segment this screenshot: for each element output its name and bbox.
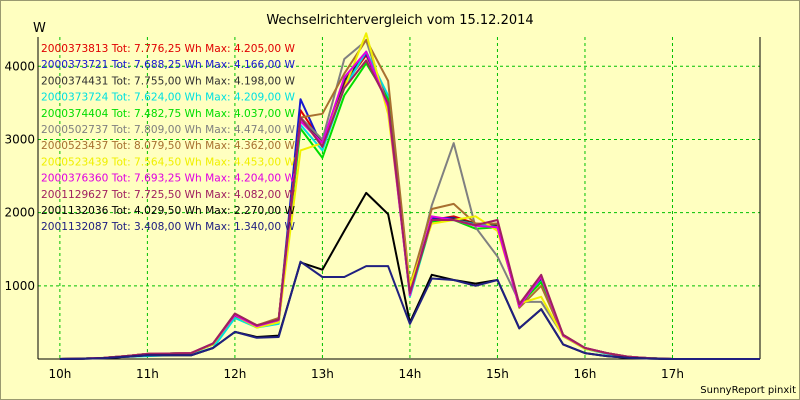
x-tick-label: 13h bbox=[311, 367, 334, 381]
legend-entry-2000376360: 2000376360 Tot: 7.693,25 Wh Max: 4.204,0… bbox=[41, 173, 295, 185]
x-tick-label: 10h bbox=[48, 367, 71, 381]
legend-entry-2000373724: 2000373724 Tot: 7.624,00 Wh Max: 4.209,0… bbox=[41, 92, 295, 104]
x-tick-label: 16h bbox=[574, 367, 597, 381]
legend-entry-2000374404: 2000374404 Tot: 7.482,75 Wh Max: 4.037,0… bbox=[41, 108, 295, 120]
y-tick-label: 2000 bbox=[4, 206, 35, 220]
legend: 2000373813 Tot: 7.776,25 Wh Max: 4.205,0… bbox=[41, 43, 295, 233]
series-line-2001132087 bbox=[59, 260, 760, 360]
legend-entry-2000373721: 2000373721 Tot: 7.688,25 Wh Max: 4.166,0… bbox=[41, 59, 295, 71]
x-tick-label: 11h bbox=[136, 367, 159, 381]
legend-entry-2000374431: 2000374431 Tot: 7.755,00 Wh Max: 4.198,0… bbox=[41, 75, 295, 87]
legend-entry-2000523439: 2000523439 Tot: 7.564,50 Wh Max: 4.453,0… bbox=[41, 156, 295, 168]
x-tick-label: 14h bbox=[399, 367, 422, 381]
x-tick-label: 15h bbox=[486, 367, 509, 381]
y-tick-label: 3000 bbox=[4, 132, 35, 146]
series-lines bbox=[59, 32, 760, 360]
y-axis-label: W bbox=[33, 21, 46, 36]
x-tick-label: 12h bbox=[223, 367, 246, 381]
legend-entry-2000373813: 2000373813 Tot: 7.776,25 Wh Max: 4.205,0… bbox=[41, 43, 295, 55]
x-tick-label: 17h bbox=[661, 367, 684, 381]
legend-entry-2001129627: 2001129627 Tot: 7.725,50 Wh Max: 4.082,0… bbox=[41, 189, 295, 201]
legend-entry-2001132036: 2001132036 Tot: 4.029,50 Wh Max: 2.270,0… bbox=[41, 205, 295, 217]
y-tick-label: 4000 bbox=[4, 59, 35, 73]
y-tick-label: 1000 bbox=[4, 279, 35, 293]
footer-credit: SunnyReport pinxit bbox=[700, 385, 796, 396]
legend-entry-2000502737: 2000502737 Tot: 7.809,00 Wh Max: 4.474,0… bbox=[41, 124, 295, 136]
tick-labels: 1000 2000 3000 4000 10h 11h 12h 13h 14h 15h 16h 17h bbox=[4, 59, 683, 381]
chart-title: Wechselrichtervergleich vom 15.12.2014 bbox=[266, 13, 533, 28]
legend-entry-2000523437: 2000523437 Tot: 8.079,50 Wh Max: 4.362,0… bbox=[41, 140, 295, 152]
legend-entry-2001132087: 2001132087 Tot: 3.408,00 Wh Max: 1.340,0… bbox=[41, 221, 295, 233]
